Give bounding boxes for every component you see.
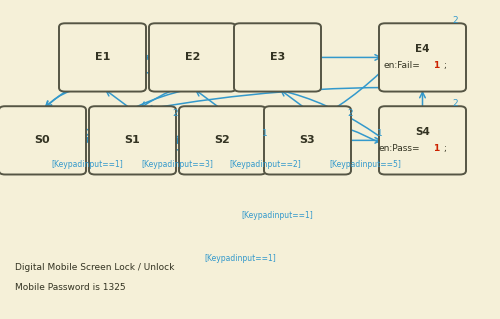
Text: S0: S0 xyxy=(34,135,50,145)
Text: [Keypadinput==1]: [Keypadinput==1] xyxy=(204,254,276,263)
Text: [Keypadinput==1]: [Keypadinput==1] xyxy=(52,160,124,169)
Text: ;: ; xyxy=(444,61,446,70)
Text: E3: E3 xyxy=(270,52,285,63)
Text: 1: 1 xyxy=(434,144,440,153)
Text: 1: 1 xyxy=(434,61,440,70)
Text: en:Fail=: en:Fail= xyxy=(384,61,420,70)
Text: E4: E4 xyxy=(415,44,430,55)
FancyBboxPatch shape xyxy=(0,106,86,174)
Text: en:Pass=: en:Pass= xyxy=(378,144,420,153)
FancyBboxPatch shape xyxy=(89,106,176,174)
Text: 1: 1 xyxy=(262,130,268,138)
FancyBboxPatch shape xyxy=(379,23,466,92)
Text: 2: 2 xyxy=(452,16,458,25)
Text: 2: 2 xyxy=(347,109,353,118)
Text: [Keypadinput==5]: [Keypadinput==5] xyxy=(329,160,401,169)
FancyBboxPatch shape xyxy=(149,23,236,92)
Text: E1: E1 xyxy=(95,52,110,63)
Text: 2: 2 xyxy=(452,99,458,108)
Text: S3: S3 xyxy=(300,135,316,145)
Text: 1: 1 xyxy=(377,130,383,138)
FancyBboxPatch shape xyxy=(234,23,321,92)
FancyBboxPatch shape xyxy=(59,23,146,92)
Text: ;: ; xyxy=(444,144,446,153)
Text: [Keypadinput==3]: [Keypadinput==3] xyxy=(142,160,214,169)
Text: Digital Mobile Screen Lock / Unlock: Digital Mobile Screen Lock / Unlock xyxy=(15,263,174,272)
Text: [Keypadinput==1]: [Keypadinput==1] xyxy=(242,211,314,220)
FancyBboxPatch shape xyxy=(179,106,266,174)
FancyBboxPatch shape xyxy=(264,106,351,174)
Text: S2: S2 xyxy=(214,135,230,145)
Text: S4: S4 xyxy=(415,127,430,137)
Text: [Keypadinput==2]: [Keypadinput==2] xyxy=(229,160,301,169)
FancyBboxPatch shape xyxy=(379,106,466,174)
Text: 2: 2 xyxy=(172,109,178,118)
Text: S1: S1 xyxy=(124,135,140,145)
Text: E2: E2 xyxy=(185,52,200,63)
Text: Mobile Password is 1325: Mobile Password is 1325 xyxy=(15,283,126,292)
